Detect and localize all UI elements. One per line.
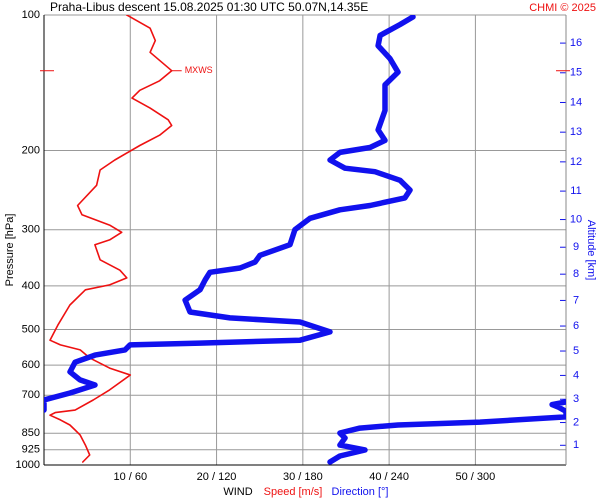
x-tick-label: 50 / 300 [456,471,496,483]
credit: CHMI © 2025 [529,2,596,14]
y2-tick-label: 5 [573,345,579,357]
direction-line [44,15,566,465]
y2-axis-label: Altitude [km] [585,220,597,281]
y-tick-label: 400 [22,280,40,292]
y-tick-label: 1000 [16,459,40,471]
y2-tick-label: 2 [573,416,579,428]
y2-tick-label: 11 [570,185,581,197]
y-axis-label: Pressure [hPa] [4,214,16,287]
y-tick-label: 850 [22,427,40,439]
y2-tick-label: 16 [570,37,582,49]
y-tick-label: 600 [22,359,40,371]
x-tick-label: 40 / 240 [369,471,409,483]
y2-tick-label: 9 [573,241,579,253]
y2-tick-label: 3 [573,393,579,405]
speed-line [49,15,173,463]
y-tick-label: 925 [22,444,40,456]
x-tick-label: 20 / 120 [197,471,237,483]
y2-tick-label: 8 [573,268,579,280]
y-tick-label: 700 [22,389,40,401]
legend-speed: Speed [m/s] [264,486,323,498]
y-tick-label: 100 [22,9,40,21]
y2-tick-label: 15 [570,67,582,79]
y2-tick-label: 13 [570,126,582,138]
chart-title: Praha-Libus descent 15.08.2025 01:30 UTC… [50,0,368,14]
y-tick-label: 200 [22,144,40,156]
y2-tick-label: 10 [570,213,582,225]
y-tick-label: 500 [22,323,40,335]
mxws-label: MXWS [185,65,213,75]
y-tick-label: 300 [22,224,40,236]
x-tick-label: 30 / 180 [283,471,323,483]
y2-tick-label: 1 [573,439,579,451]
y2-tick-label: 14 [570,96,582,108]
x-axis-label: WIND [223,486,252,498]
y2-tick-label: 7 [573,294,579,306]
x-tick-label: 10 / 60 [113,471,147,483]
y2-tick-label: 4 [573,369,579,381]
legend-direction: Direction [°] [332,486,389,498]
y2-tick-label: 6 [573,320,579,332]
y2-tick-label: 12 [570,156,582,168]
